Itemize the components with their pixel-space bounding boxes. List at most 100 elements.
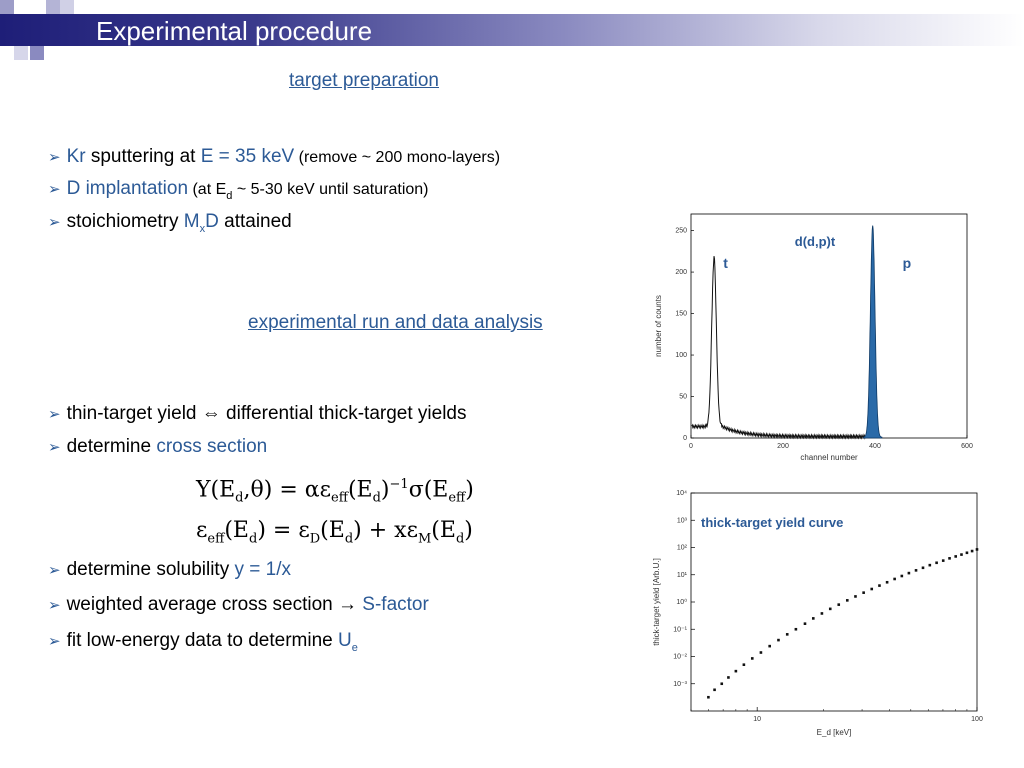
bullet-text: sputtering at [85,146,201,167]
data-point [854,595,857,598]
data-point [862,591,865,594]
x-tick-label: 10 [753,716,761,723]
bullet-stoichiometry: ➢ stoichiometry MxD attained [48,211,292,235]
data-point [914,569,918,572]
bullet-text: E = 35 keV [200,146,295,167]
bullet-text: differential thick-target yields [220,403,467,424]
yield-chart: 10 100 10⁴ 10³ 10² 10¹ 10⁰ 10⁻¹ 10⁻² 10⁻³ thick-t… [652,490,983,737]
y-tick-label: 100 [675,352,687,359]
bullet-text: cross section [156,436,268,457]
x-axis-label: E_d [keV] [817,728,852,737]
data-point [777,638,780,642]
bullet-text: stoichiometry [66,211,184,232]
bullet-text: ~ 5-30 keV until saturation) [232,181,429,198]
arrow-bullet-icon: ➢ [48,406,61,423]
bullet-thin-target-yield: ➢ thin-target yield ⇔ differential thick-… [48,403,466,425]
arrow-bullet-icon: ➢ [48,562,61,579]
data-point [935,561,938,565]
y-tick-label: 200 [675,269,687,276]
title-bar [0,14,1024,46]
decor-square [30,46,44,60]
data-point [811,617,815,620]
data-point [948,557,951,560]
equation-stopping-power: εeff(Ed) = εD(Ed) + xεM(Ed) [196,518,473,547]
bullet-text: D [205,211,219,232]
y-tick-label: 10¹ [677,572,688,579]
data-point [720,682,724,686]
arrow-bullet-icon: ➢ [48,181,61,198]
data-point [727,676,730,679]
x-tick-label: 200 [777,443,789,450]
arrow-bullet-icon: ➢ [48,149,61,166]
data-point [828,607,832,611]
data-point [878,584,881,587]
bullet-text: determine [66,436,157,457]
data-point [960,553,963,556]
bullet-solubility: ➢ determine solubility y = 1/x [48,559,291,581]
data-point [742,663,746,667]
bullet-text: M [183,211,200,232]
bullet-fit-low-energy: ➢ fit low-energy data to determine Ue [48,630,358,654]
bullet-subscript: e [351,641,358,654]
data-point [970,549,974,553]
arrow-bullet-icon: ➢ [48,633,61,650]
bullet-text: U [338,630,352,651]
annotation-t: t [723,255,728,271]
series-line-t [691,256,867,440]
y-tick-label: 10⁰ [676,598,687,606]
bullet-subscript: d [226,189,233,202]
decor-square [60,0,74,14]
section-heading-target-preparation: target preparation [289,70,439,91]
y-tick-label: 10⁻² [673,654,687,661]
data-point [794,627,798,631]
y-tick-label: 50 [679,394,687,401]
data-point [965,551,969,555]
bullet-text: (at E [188,181,227,198]
y-tick-label: 10⁻³ [673,681,687,688]
bullet-subscript: x [199,222,206,235]
y-tick-label: 0 [683,435,687,442]
data-point [759,651,763,654]
data-point [768,644,771,648]
x-tick-label: 600 [961,443,973,450]
bullet-cross-section: ➢ determine cross section [48,436,267,458]
decor-square [0,0,14,14]
data-point [921,566,925,570]
data-point [900,574,904,578]
y-tick-label: 150 [675,311,687,318]
x-tick-label: 100 [971,716,983,723]
data-point [734,669,738,673]
bullet-text: Kr [66,146,86,167]
bullet-d-implantation: ➢ D implantation (at Ed ~ 5-30 keV until … [48,178,429,202]
bullet-text: weighted average cross section [66,594,339,615]
data-point [975,548,979,551]
y-axis-label: thick-target yield [Arb.U.] [652,558,661,646]
bullet-kr-sputtering: ➢ Kr sputtering at E = 35 keV (remove ~ 2… [48,146,500,168]
bullet-text: determine solubility [66,559,235,580]
right-arrow-icon: → [338,594,358,615]
data-point [870,587,874,591]
decor-square [14,46,28,60]
data-point [941,559,945,562]
spectrum-chart: 0 200 400 600 0 50 100 150 200 250 d(d,p)t t p ch… [654,213,973,462]
arrow-bullet-icon: ➢ [48,597,61,614]
plot-frame [690,213,968,439]
bullet-text: fit low-energy data to determine [66,630,338,651]
chart-title: d(d,p)t [795,234,836,249]
data-point [885,580,889,584]
data-point [954,555,957,558]
equation-yield: Y(Ed,θ) = αεeff(Ed)−1σ(Eeff) [196,477,474,506]
arrow-bullet-icon: ➢ [48,214,61,231]
data-point [785,633,789,636]
data-point [907,571,911,575]
data-point [837,603,841,606]
data-point [928,563,932,567]
arrow-bullet-icon: ➢ [48,439,61,456]
data-point [707,695,710,699]
y-tick-label: 10⁴ [676,490,687,497]
bullet-text: D implantation [66,178,189,199]
x-tick-label: 400 [869,443,881,450]
chart-title: thick-target yield curve [701,515,843,530]
data-point [713,688,716,692]
x-tick-label: 0 [689,443,693,450]
